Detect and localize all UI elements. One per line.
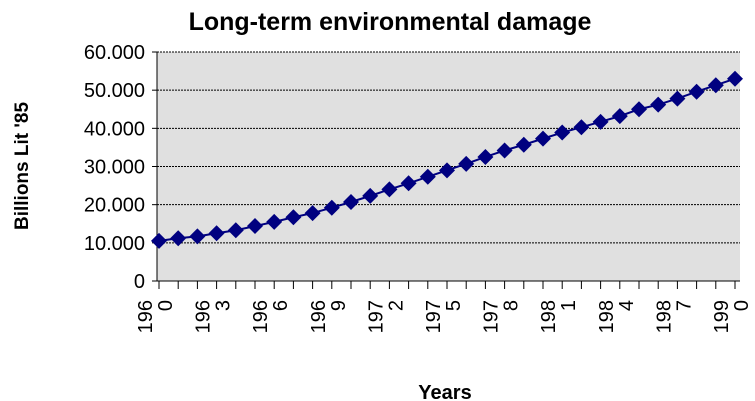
y-tick-label: 10.000 bbox=[84, 233, 145, 255]
marker bbox=[304, 205, 321, 222]
marker bbox=[266, 213, 283, 230]
marker bbox=[227, 222, 244, 239]
marker bbox=[439, 162, 455, 179]
marker bbox=[727, 70, 743, 87]
marker bbox=[631, 101, 647, 118]
marker bbox=[458, 155, 475, 172]
x-tick-label: 1966 bbox=[250, 300, 292, 333]
y-tick-label: 50.000 bbox=[84, 80, 145, 102]
x-tick-label: 1978 bbox=[481, 300, 523, 333]
marker bbox=[151, 232, 167, 249]
marker bbox=[477, 148, 494, 165]
marker bbox=[343, 193, 359, 210]
marker bbox=[247, 218, 263, 235]
marker bbox=[285, 209, 302, 226]
y-tick-label: 20.000 bbox=[84, 195, 145, 217]
x-tick-label: 1972 bbox=[365, 300, 407, 333]
marker bbox=[515, 136, 532, 153]
x-tick-label: 1984 bbox=[596, 300, 638, 333]
marker bbox=[496, 142, 513, 159]
marker bbox=[592, 113, 609, 130]
marker bbox=[650, 96, 667, 113]
marker bbox=[554, 124, 571, 141]
x-tick-label: 1960 bbox=[135, 300, 177, 333]
x-tick-label: 1987 bbox=[653, 300, 695, 333]
marker bbox=[381, 181, 398, 198]
marker bbox=[323, 199, 340, 216]
marker bbox=[669, 90, 686, 107]
x-tick-label: 1990 bbox=[711, 300, 753, 333]
marker bbox=[688, 83, 705, 100]
marker bbox=[189, 228, 206, 245]
marker bbox=[400, 175, 417, 192]
marker bbox=[535, 130, 551, 147]
y-tick-label: 40.000 bbox=[84, 118, 145, 140]
x-tick-label: 1969 bbox=[308, 300, 350, 333]
x-tick-label: 1963 bbox=[193, 300, 235, 333]
chart-title: Long-term environmental damage bbox=[189, 8, 592, 36]
marker bbox=[208, 225, 225, 242]
marker bbox=[419, 168, 436, 185]
marker bbox=[362, 187, 379, 204]
x-tick-label: 1975 bbox=[423, 300, 465, 333]
y-tick-label: 60.000 bbox=[84, 42, 145, 64]
y-tick-label: 0 bbox=[134, 271, 145, 293]
marker bbox=[707, 77, 724, 94]
marker bbox=[170, 230, 187, 247]
y-axis-label: Billions Lit '85 bbox=[12, 102, 33, 230]
marker bbox=[611, 108, 628, 125]
marker bbox=[573, 119, 590, 136]
x-axis-label: Years bbox=[418, 382, 471, 401]
x-tick-label: 1981 bbox=[538, 300, 580, 333]
y-tick-label: 30.000 bbox=[84, 157, 145, 179]
